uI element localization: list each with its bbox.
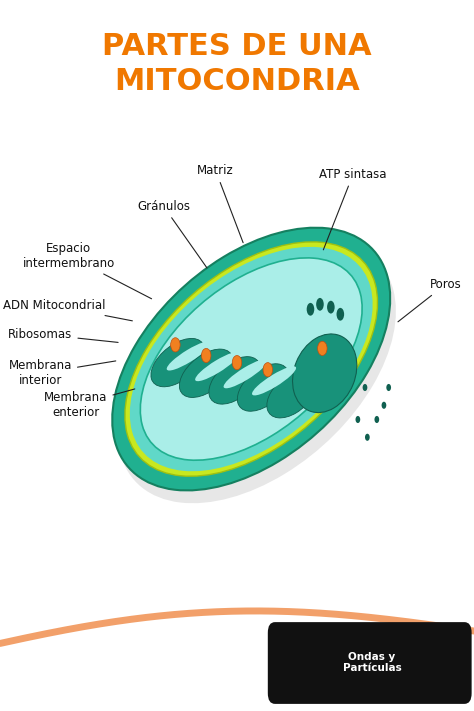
Text: Matriz: Matriz: [197, 164, 243, 242]
Ellipse shape: [337, 308, 344, 321]
Text: Ribosomas: Ribosomas: [8, 328, 118, 343]
Ellipse shape: [363, 384, 367, 391]
Ellipse shape: [292, 334, 357, 412]
Text: Gránulos: Gránulos: [137, 200, 207, 268]
Ellipse shape: [201, 348, 211, 363]
Ellipse shape: [365, 434, 370, 441]
Ellipse shape: [195, 352, 239, 381]
Text: Espacio
intermembrano: Espacio intermembrano: [23, 242, 152, 299]
Ellipse shape: [140, 258, 362, 460]
Ellipse shape: [237, 364, 289, 411]
Text: PARTES DE UNA: PARTES DE UNA: [102, 32, 372, 60]
Ellipse shape: [151, 338, 205, 387]
Ellipse shape: [167, 341, 211, 370]
Text: ADN Mitocondrial: ADN Mitocondrial: [3, 299, 132, 321]
Ellipse shape: [179, 349, 233, 397]
Ellipse shape: [318, 341, 327, 356]
Ellipse shape: [386, 384, 391, 391]
Ellipse shape: [327, 301, 335, 314]
Ellipse shape: [356, 416, 360, 423]
Ellipse shape: [267, 371, 316, 418]
Text: Poros: Poros: [398, 278, 461, 322]
Ellipse shape: [307, 303, 314, 316]
Ellipse shape: [112, 228, 390, 491]
Ellipse shape: [252, 366, 296, 395]
Text: Ondas y
Partículas: Ondas y Partículas: [343, 652, 401, 673]
Ellipse shape: [263, 363, 273, 377]
FancyBboxPatch shape: [268, 622, 472, 704]
Ellipse shape: [382, 402, 386, 409]
Ellipse shape: [232, 356, 242, 370]
Ellipse shape: [171, 338, 180, 352]
Ellipse shape: [209, 357, 260, 404]
Text: MITOCONDRIA: MITOCONDRIA: [114, 68, 360, 96]
Ellipse shape: [130, 247, 373, 471]
Ellipse shape: [125, 242, 378, 476]
Text: Membrana
interior: Membrana interior: [9, 359, 116, 387]
Ellipse shape: [118, 240, 396, 503]
Text: Membrana
enterior: Membrana enterior: [44, 389, 135, 419]
Ellipse shape: [316, 298, 324, 311]
Text: ATP sintasa: ATP sintasa: [319, 168, 387, 250]
Ellipse shape: [224, 359, 268, 388]
Ellipse shape: [374, 416, 379, 423]
